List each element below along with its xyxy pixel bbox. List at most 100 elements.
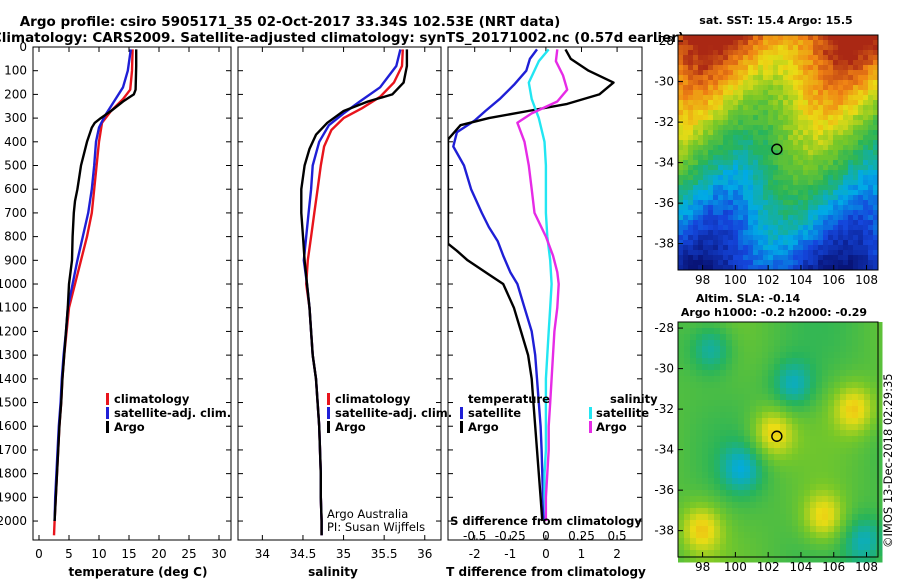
map-cell: [678, 95, 684, 101]
map-cell: [858, 235, 864, 241]
map-cell: [840, 376, 847, 383]
map-cell: [732, 520, 739, 527]
map-cell: [743, 185, 749, 191]
map-cell: [813, 60, 819, 66]
map-cell: [758, 195, 764, 201]
map-cell: [843, 260, 849, 266]
map-cell: [720, 556, 727, 563]
map-cell: [848, 260, 854, 266]
map-cell: [720, 454, 727, 461]
map-cell: [870, 484, 877, 491]
map-cell: [816, 442, 823, 449]
map-cell: [810, 334, 817, 341]
map-cell: [708, 322, 715, 329]
map-cell: [838, 145, 844, 151]
map-cell: [863, 180, 869, 186]
map-cell: [718, 210, 724, 216]
map-cell: [753, 265, 759, 271]
map-cell: [683, 150, 689, 156]
map-cell: [720, 328, 727, 335]
map-cell: [873, 240, 879, 246]
map-cell: [774, 436, 781, 443]
map-cell: [773, 75, 779, 81]
map-cell: [696, 334, 703, 341]
map-cell: [852, 406, 859, 413]
map-cell: [828, 502, 835, 509]
map-cell: [713, 85, 719, 91]
map-cell: [753, 185, 759, 191]
map-cell: [788, 95, 794, 101]
map-cell: [876, 454, 883, 461]
map-cell: [804, 484, 811, 491]
map-cell: [773, 225, 779, 231]
map-cell: [818, 75, 824, 81]
map-cell: [683, 260, 689, 266]
map-cell: [732, 442, 739, 449]
map-cell: [696, 544, 703, 551]
map-cell: [833, 45, 839, 51]
map-cell: [828, 245, 834, 251]
map-cell: [863, 195, 869, 201]
map-cell: [846, 520, 853, 527]
map-cell: [713, 55, 719, 61]
map-cell: [870, 364, 877, 371]
map-cell: [696, 508, 703, 515]
x-tick-label: 5: [65, 547, 73, 561]
map-cell: [808, 190, 814, 196]
map-cell: [843, 250, 849, 256]
map-cell: [868, 260, 874, 266]
map-cell: [678, 508, 685, 515]
x-tick-label: 30: [211, 547, 226, 561]
map-cell: [873, 140, 879, 146]
map-cell: [840, 484, 847, 491]
map-cell: [858, 230, 864, 236]
map-cell: [833, 75, 839, 81]
map-cell: [733, 185, 739, 191]
map-cell: [733, 155, 739, 161]
map-cell: [828, 322, 835, 329]
map-cell: [678, 170, 684, 176]
map-cell: [792, 484, 799, 491]
map-cell: [810, 538, 817, 545]
s-difference-label: S difference from climatology: [450, 514, 642, 528]
map-cell: [753, 135, 759, 141]
map-cell: [838, 230, 844, 236]
map-cell: [786, 472, 793, 479]
map-cell: [728, 200, 734, 206]
map-cell: [713, 45, 719, 51]
map-cell: [696, 442, 703, 449]
map-cell: [816, 364, 823, 371]
map-cell: [708, 80, 714, 86]
map-cell: [870, 370, 877, 377]
map-cell: [870, 424, 877, 431]
map-cell: [868, 235, 874, 241]
map-cell: [798, 478, 805, 485]
map-cell: [733, 60, 739, 66]
map-cell: [870, 418, 877, 425]
map-cell: [684, 490, 691, 497]
map-cell: [748, 100, 754, 106]
map-cell: [816, 490, 823, 497]
map-cell: [798, 406, 805, 413]
map-cell: [708, 550, 715, 557]
map-cell: [852, 370, 859, 377]
map-cell: [863, 250, 869, 256]
map-cell: [834, 370, 841, 377]
map-cell: [708, 466, 715, 473]
map-cell: [783, 50, 789, 56]
map-cell: [683, 125, 689, 131]
map-cell: [798, 170, 804, 176]
map-cell: [678, 418, 685, 425]
map-cell: [718, 170, 724, 176]
map-cell: [816, 508, 823, 515]
map-cell: [762, 502, 769, 509]
map-cell: [723, 65, 729, 71]
map-cell: [708, 544, 715, 551]
map-cell: [702, 442, 709, 449]
map-cell: [708, 352, 715, 359]
map-cell: [786, 466, 793, 473]
map-cell: [733, 215, 739, 221]
map-cell: [756, 388, 763, 395]
map-cell: [678, 322, 685, 329]
x-tick-label: 34: [255, 547, 270, 561]
